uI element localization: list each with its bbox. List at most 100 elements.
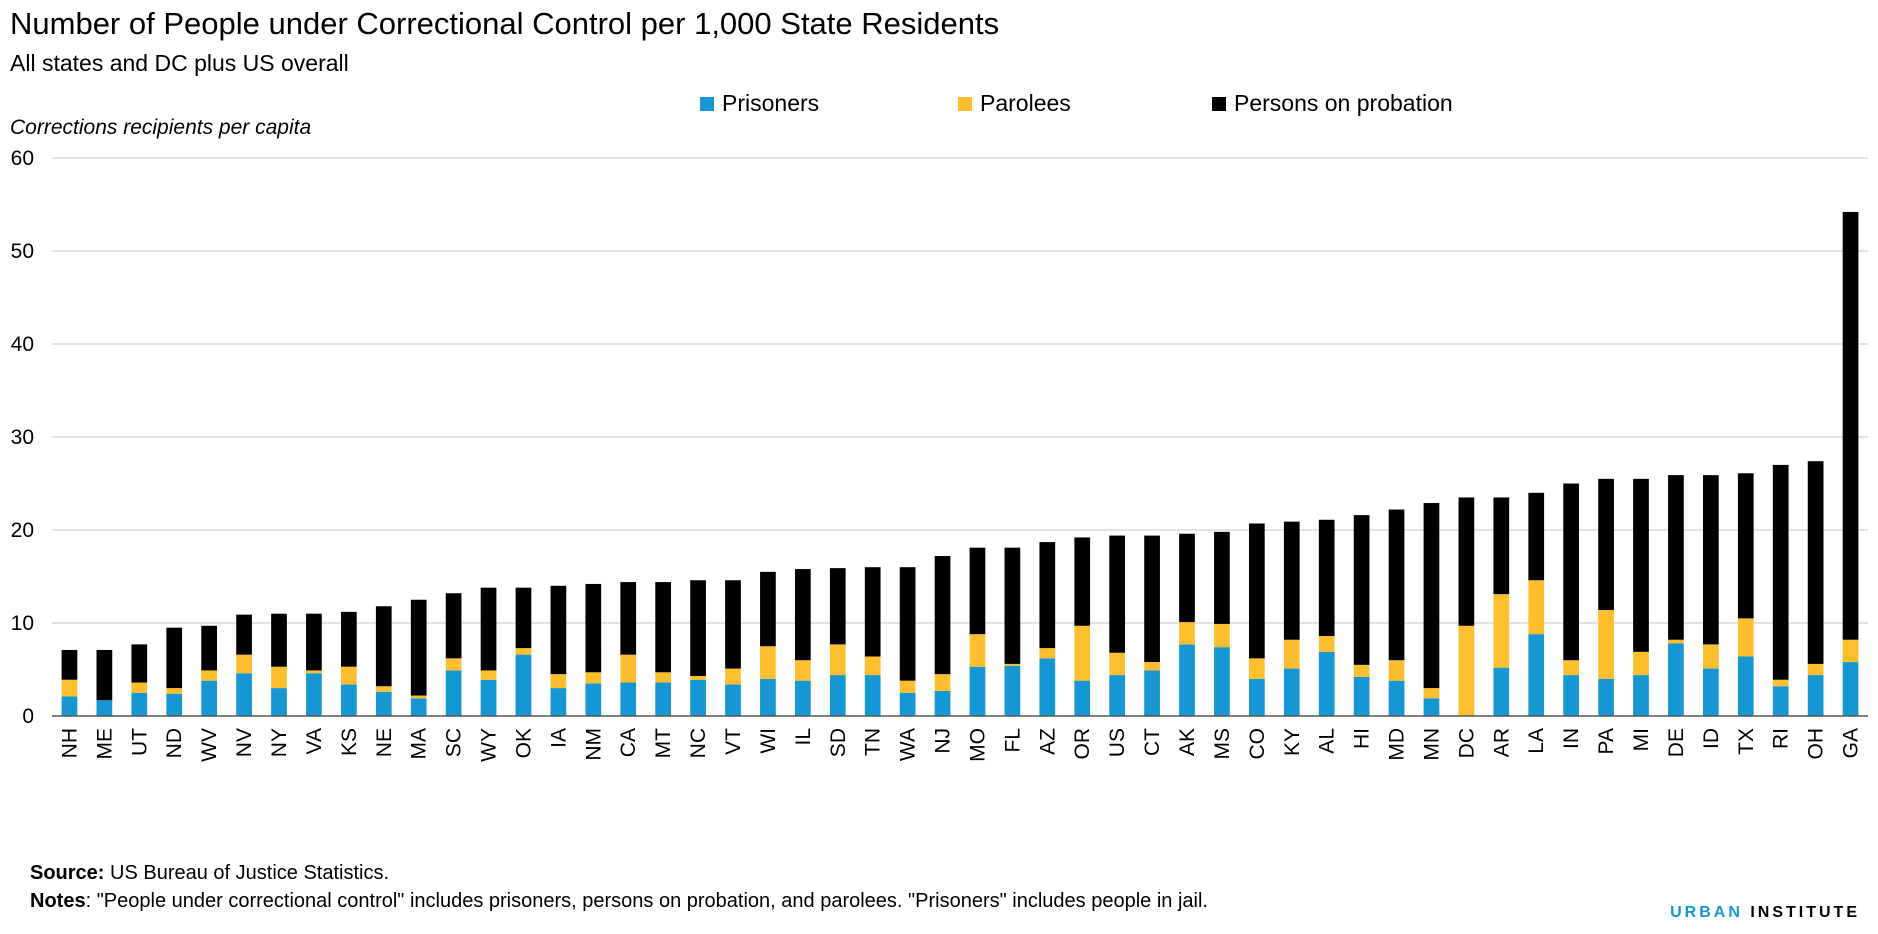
bar-ky-parolees (1283, 639, 1300, 669)
bar-il-probation (794, 569, 811, 661)
bar-hi-probation (1353, 515, 1370, 665)
bar-va-prisoners (306, 673, 322, 716)
bar-mi-parolees (1633, 651, 1649, 676)
legend-label-parolees: Parolees (980, 90, 1071, 116)
x-tick-label-mo: MO (966, 728, 989, 762)
bar-ak-parolees (1179, 622, 1195, 645)
bar-nv-parolees (236, 654, 252, 674)
x-tick-label-ar: AR (1490, 728, 1513, 757)
y-axis-label: Corrections recipients per capita (10, 116, 312, 139)
bar-pa-probation (1598, 478, 1614, 610)
x-tick-label-la: LA (1525, 728, 1548, 754)
x-tick-label-ny: NY (268, 728, 291, 757)
bar-wa-parolees (899, 680, 916, 693)
bar-md-parolees (1388, 660, 1405, 681)
x-tick-label-nc: NC (687, 728, 710, 758)
bar-mo-prisoners (969, 666, 986, 716)
bar-ks-probation (340, 611, 357, 667)
bar-az-probation (1039, 542, 1056, 649)
bar-or-parolees (1074, 625, 1091, 681)
bar-nj-parolees (934, 674, 951, 691)
x-tick-label-md: MD (1386, 728, 1409, 761)
bar-sc-probation (445, 593, 462, 659)
x-tick-label-wy: WY (478, 728, 501, 762)
bar-nd-probation (166, 627, 183, 689)
bar-id-probation (1702, 475, 1719, 645)
bar-ar-prisoners (1493, 667, 1510, 716)
x-tick-label-mt: MT (652, 728, 675, 758)
y-tick-label-40: 40 (11, 333, 34, 356)
bar-ri-prisoners (1772, 686, 1789, 716)
bar-wi-probation (760, 571, 776, 647)
bar-az-prisoners (1039, 658, 1056, 716)
bar-oh-probation (1807, 461, 1824, 664)
bar-sd-prisoners (829, 675, 846, 716)
bar-ga-probation (1842, 211, 1859, 640)
chart-subtitle: All states and DC plus US overall (10, 50, 349, 76)
bar-ma-prisoners (410, 698, 427, 716)
bar-nd-parolees (166, 688, 183, 694)
bar-dc-probation (1458, 497, 1475, 626)
x-tick-label-in: IN (1560, 728, 1583, 749)
bar-hi-parolees (1353, 664, 1370, 677)
bar-mn-prisoners (1423, 698, 1440, 716)
bar-sc-parolees (445, 658, 462, 671)
bar-wv-parolees (201, 670, 218, 681)
bar-tx-prisoners (1737, 656, 1754, 716)
bar-va-parolees (306, 670, 322, 674)
bar-nj-probation (934, 556, 951, 675)
x-tick-label-hi: HI (1351, 728, 1374, 749)
y-tick-label-20: 20 (11, 519, 34, 542)
bar-mo-probation (969, 547, 986, 635)
bar-ga-parolees (1842, 639, 1859, 663)
bar-de-probation (1668, 475, 1684, 640)
bar-ga-prisoners (1842, 662, 1859, 716)
x-tick-label-il: IL (792, 728, 815, 746)
bar-mi-prisoners (1633, 675, 1649, 716)
bar-va-probation (306, 613, 322, 671)
bar-pa-parolees (1598, 609, 1614, 679)
source-note: Source: US Bureau of Justice Statistics. (30, 862, 389, 885)
y-tick-label-50: 50 (11, 240, 34, 263)
bar-me-probation (96, 649, 113, 701)
bar-al-parolees (1318, 636, 1335, 652)
y-tick-label-30: 30 (11, 426, 34, 449)
bar-co-prisoners (1248, 678, 1265, 716)
bar-us-prisoners (1109, 675, 1126, 716)
notes-note: Notes: "People under correctional contro… (30, 890, 1208, 913)
bar-az-parolees (1039, 648, 1056, 659)
x-tick-label-sd: SD (827, 728, 850, 757)
x-tick-label-ia: IA (547, 728, 570, 748)
bar-mo-parolees (969, 634, 986, 667)
bar-nm-probation (585, 583, 602, 673)
bar-us-parolees (1109, 652, 1126, 676)
bar-ms-prisoners (1214, 647, 1230, 716)
x-tick-label-va: VA (303, 728, 326, 754)
x-tick-label-oh: OH (1805, 728, 1828, 760)
x-tick-label-or: OR (1071, 728, 1094, 760)
bar-nm-prisoners (585, 683, 602, 716)
bar-nc-prisoners (690, 679, 706, 716)
bar-ia-probation (550, 585, 567, 675)
y-tick-label-10: 10 (11, 612, 34, 635)
legend-swatch-probation (1212, 96, 1226, 111)
x-tick-label-ma: MA (408, 728, 431, 760)
bar-al-prisoners (1318, 651, 1335, 716)
bar-nh-probation (61, 649, 78, 680)
x-tick-label-ky: KY (1281, 728, 1304, 756)
bar-ok-parolees (515, 648, 532, 655)
bar-nj-prisoners (934, 690, 951, 716)
bar-nc-probation (690, 580, 706, 677)
bar-ri-probation (1772, 464, 1789, 680)
bar-nm-parolees (585, 672, 602, 684)
bar-vt-prisoners (725, 684, 741, 716)
bar-nh-prisoners (61, 696, 78, 716)
bar-or-prisoners (1074, 680, 1091, 716)
source-label: Source: (30, 862, 105, 884)
bar-ok-prisoners (515, 654, 532, 716)
bar-mt-parolees (655, 672, 672, 683)
x-tick-label-wi: WI (757, 728, 780, 754)
bar-wi-parolees (760, 646, 776, 679)
x-tick-label-pa: PA (1595, 728, 1618, 754)
